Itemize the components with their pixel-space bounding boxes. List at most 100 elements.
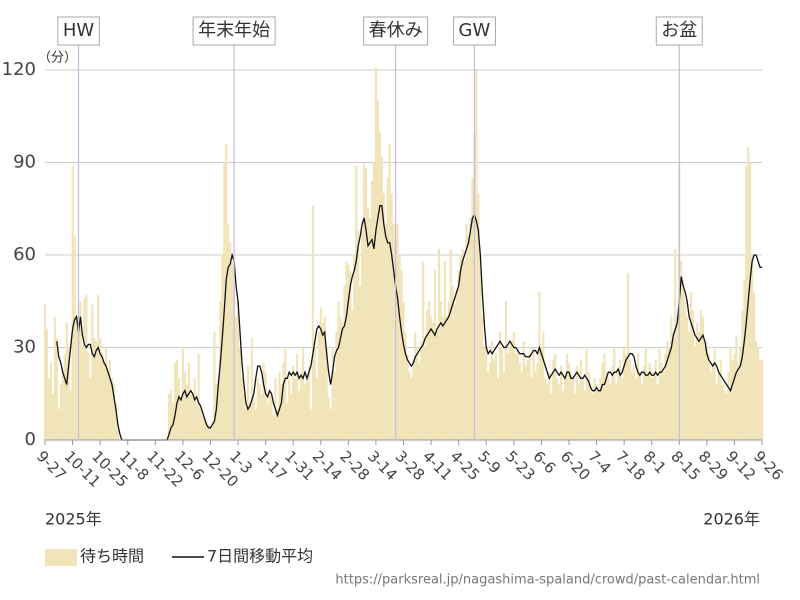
- y-tick-label: 0: [25, 429, 36, 450]
- bar: [280, 384, 283, 440]
- bar: [479, 255, 482, 440]
- bar: [93, 338, 96, 440]
- annotation-label: 年末年始: [198, 20, 270, 41]
- bar: [177, 378, 181, 440]
- bar: [321, 322, 324, 440]
- bar: [337, 301, 340, 440]
- bar: [410, 378, 413, 440]
- bar: [303, 384, 307, 440]
- bar: [290, 393, 293, 440]
- bar: [573, 393, 576, 440]
- annotation-box: [655, 16, 703, 46]
- y-tick-label: 60: [13, 244, 36, 265]
- bar: [731, 359, 734, 440]
- bar: [110, 378, 114, 440]
- bar: [682, 285, 685, 440]
- bar: [453, 304, 456, 440]
- bar: [756, 347, 760, 440]
- bar: [317, 332, 320, 440]
- x-tick-label: 3-14: [364, 447, 401, 484]
- bar: [485, 347, 488, 440]
- bar: [414, 332, 417, 440]
- bar: [236, 301, 240, 440]
- bar: [628, 359, 632, 440]
- bar: [428, 301, 431, 440]
- bar: [217, 378, 220, 440]
- bar: [268, 390, 271, 440]
- legend-label: 待ち時間: [80, 547, 144, 566]
- bar: [254, 409, 257, 440]
- bar: [701, 316, 704, 440]
- bar: [607, 378, 610, 440]
- bar: [305, 378, 309, 440]
- bar: [733, 353, 736, 440]
- bar: [550, 393, 553, 440]
- bar: [278, 372, 281, 440]
- bar: [112, 384, 116, 440]
- bar: [603, 353, 606, 440]
- bar: [298, 390, 301, 440]
- bar: [760, 359, 764, 440]
- bar: [599, 378, 602, 440]
- bar: [652, 372, 655, 440]
- bar: [597, 390, 600, 440]
- moving-average-line: [56, 205, 762, 441]
- bar: [386, 177, 389, 440]
- bar: [666, 341, 669, 440]
- bar: [55, 338, 58, 440]
- bar: [556, 378, 559, 440]
- bar: [422, 261, 425, 440]
- x-tick-label: 4-25: [447, 447, 484, 484]
- bar: [73, 236, 76, 440]
- bar: [524, 366, 527, 440]
- bar: [376, 100, 379, 440]
- bar: [252, 396, 255, 440]
- bar: [577, 384, 580, 440]
- bar: [361, 230, 364, 440]
- bar: [378, 131, 381, 440]
- x-tick-label: 8-29: [695, 447, 732, 484]
- bar: [418, 362, 421, 440]
- bar: [739, 347, 742, 440]
- y-tick-label: 120: [2, 59, 36, 80]
- bar: [363, 162, 366, 440]
- bar: [526, 359, 529, 440]
- bar: [75, 316, 78, 440]
- bar: [445, 316, 448, 440]
- x-tick-label: 3-28: [391, 447, 428, 484]
- bar: [605, 372, 608, 440]
- x-tick-label: 9-12: [722, 447, 759, 484]
- bar: [581, 378, 584, 440]
- x-tick-label: 1-31: [281, 447, 318, 484]
- bar: [443, 261, 446, 440]
- bar: [91, 304, 94, 440]
- bar: [514, 353, 517, 440]
- x-tick-label: 6-20: [557, 447, 594, 484]
- bar: [189, 390, 192, 440]
- bar: [63, 353, 66, 440]
- bar: [319, 307, 322, 440]
- bar: [554, 353, 557, 440]
- bar: [203, 418, 206, 440]
- bar: [510, 341, 513, 440]
- bar: [309, 409, 313, 440]
- bar: [114, 403, 117, 440]
- bar: [717, 372, 720, 440]
- bar: [364, 168, 368, 440]
- bar: [67, 347, 70, 440]
- bar: [699, 310, 703, 440]
- bar: [335, 332, 338, 440]
- bar: [79, 301, 82, 440]
- bar: [654, 359, 657, 440]
- bar: [723, 390, 726, 440]
- bar: [483, 347, 486, 440]
- annotation-box: [453, 16, 496, 46]
- bar: [504, 301, 508, 440]
- bar: [498, 332, 502, 440]
- bar: [103, 362, 106, 440]
- bar: [284, 347, 287, 440]
- bar: [89, 378, 92, 440]
- bar: [390, 193, 393, 440]
- bar: [57, 409, 60, 440]
- bar: [579, 359, 582, 440]
